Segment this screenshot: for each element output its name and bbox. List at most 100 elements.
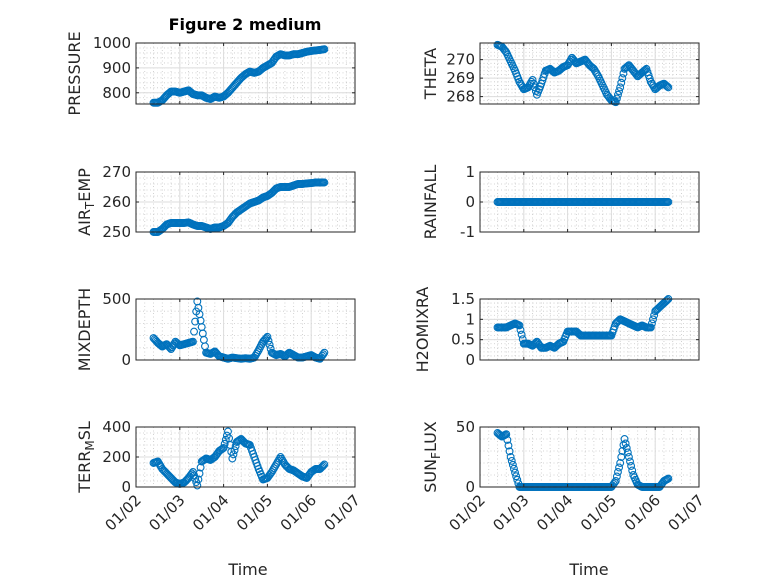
data-point	[512, 472, 521, 481]
ytick-label: 0	[465, 478, 475, 496]
data-point	[663, 82, 672, 91]
data-point	[191, 474, 200, 483]
data-point	[509, 464, 518, 473]
data-point	[320, 45, 329, 54]
axes-box	[479, 298, 700, 361]
data-point	[217, 445, 226, 454]
data-point	[194, 475, 203, 484]
data-point	[228, 454, 237, 463]
data-point	[617, 453, 626, 461]
xtick-label: 01/02	[446, 491, 489, 534]
data-point	[318, 462, 327, 471]
ytick-label: 800	[102, 84, 131, 102]
data-point	[229, 450, 238, 459]
data-point	[201, 342, 209, 351]
data-point	[320, 348, 329, 357]
data-point	[614, 90, 622, 99]
data-point	[646, 323, 655, 332]
data-point	[220, 439, 229, 448]
figure-title: Figure 2 medium	[169, 15, 322, 34]
data-point	[197, 323, 206, 332]
data-point	[529, 79, 538, 88]
subplot-h2omixra: 0 0.5 1 1.5 H2OMIXRA	[413, 287, 700, 372]
data-point	[618, 74, 627, 83]
ytick-label: 400	[102, 418, 131, 436]
ylabel-part: TERR	[75, 451, 94, 494]
xlabel-right: Time	[568, 560, 608, 579]
data-point	[504, 441, 513, 450]
data-point	[192, 478, 201, 487]
data-point	[612, 472, 621, 481]
data-point	[516, 326, 525, 334]
data-point	[224, 427, 232, 436]
ytick-label: 0.5	[451, 331, 475, 349]
subplot-mixdepth: 0 500 MIXDEPTH	[75, 288, 356, 371]
data-point	[626, 457, 634, 466]
xtick-label: 01/07	[665, 491, 708, 534]
ylabel-part: EMP	[75, 168, 94, 202]
data-point	[193, 481, 202, 490]
data-point	[645, 74, 654, 83]
ylabel-part: THETA	[421, 48, 440, 100]
ylabel-terr_msl: TERRMSL	[75, 421, 97, 494]
data-point	[621, 439, 630, 448]
data-point	[614, 468, 622, 476]
xtick-label: 01/05	[577, 491, 620, 534]
xtick-label: 01/06	[277, 491, 320, 534]
subplot-rainfall: -1 0 1 RAINFALL	[421, 163, 700, 241]
data-point	[611, 477, 620, 485]
ylabel-part: LUX	[421, 421, 440, 452]
ylabel-part: MIXDEPTH	[75, 288, 94, 371]
data-point	[190, 327, 198, 336]
data-point	[623, 448, 632, 457]
data-point	[507, 456, 516, 465]
data-point	[506, 453, 515, 461]
subplot-terr_msl: 0 200 400 01/02 01/03 01/04 01/05 01/06 01/07 TER…	[75, 418, 364, 534]
axes-box	[479, 42, 700, 105]
ytick-label: 270	[102, 163, 131, 181]
ylabel-part: SUN	[421, 459, 440, 493]
ylabel-air_temp: AIRTEMP	[75, 168, 97, 236]
ytick-label: 1	[465, 310, 475, 328]
data-point	[647, 319, 656, 328]
ytick-label: 900	[102, 59, 131, 77]
data-point	[230, 446, 239, 455]
data-point	[222, 431, 231, 440]
data-point	[195, 469, 204, 478]
ytick-label: 1000	[93, 34, 131, 52]
xtick-label: 01/04	[533, 491, 576, 534]
data-point	[662, 81, 671, 90]
data-point	[265, 340, 274, 349]
data-point	[627, 462, 636, 470]
data-point	[320, 178, 329, 187]
ylabel-subscript: F	[429, 452, 443, 459]
ytick-label: 0	[121, 478, 131, 496]
ylabel-pressure: PRESSURE	[65, 31, 84, 115]
ylabel-part: SL	[75, 421, 94, 440]
ytick-label: 270	[446, 51, 475, 69]
data-point	[320, 460, 329, 469]
ylabel-subscript: T	[83, 201, 97, 210]
ytick-label: 50	[456, 418, 475, 436]
xtick-label: 01/03	[145, 491, 188, 534]
data-point	[505, 447, 514, 456]
data-point	[662, 297, 671, 305]
axes-box	[135, 298, 356, 361]
ylabel-part: PRESSURE	[65, 31, 84, 115]
data-point	[620, 435, 629, 443]
ytick-label: 269	[446, 69, 475, 87]
data-point	[615, 87, 624, 96]
data-point	[664, 83, 673, 92]
data-point	[263, 332, 272, 341]
subplot-air_temp: 250 260 270 AIRTEMP	[75, 163, 356, 241]
data-point	[264, 336, 273, 345]
ytick-label: 1.5	[451, 290, 475, 308]
xlabel-left: Time	[227, 560, 267, 579]
ytick-label: 200	[102, 448, 131, 466]
xtick-label: 01/06	[621, 491, 664, 534]
ytick-label: 500	[102, 290, 131, 308]
data-point	[190, 471, 198, 480]
ylabel-theta: THETA	[421, 48, 440, 100]
